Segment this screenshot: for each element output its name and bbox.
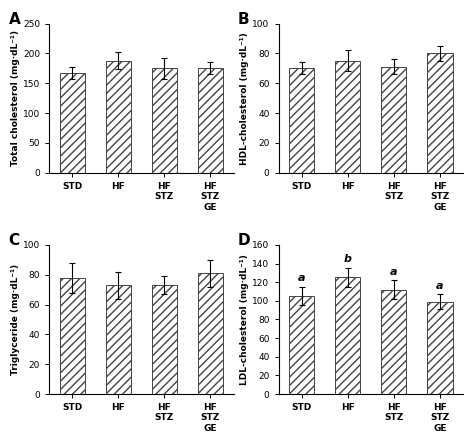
Y-axis label: LDL-cholesterol (mg·dL⁻¹): LDL-cholesterol (mg·dL⁻¹)	[240, 254, 249, 385]
Text: A: A	[9, 12, 20, 27]
Bar	[198, 68, 223, 173]
Y-axis label: HDL-cholesterol (mg·dL⁻¹): HDL-cholesterol (mg·dL⁻¹)	[240, 32, 249, 165]
Text: a: a	[298, 273, 305, 283]
Text: C: C	[9, 233, 20, 248]
Bar	[381, 289, 406, 394]
Text: D: D	[238, 233, 251, 248]
Text: B: B	[238, 12, 250, 27]
Bar	[152, 285, 177, 394]
Bar	[335, 61, 360, 173]
Bar	[289, 296, 314, 394]
Bar	[152, 68, 177, 173]
Bar	[60, 278, 85, 394]
Bar	[427, 53, 453, 173]
Bar	[106, 285, 131, 394]
Text: a: a	[436, 281, 444, 290]
Bar	[335, 278, 360, 394]
Bar	[106, 60, 131, 173]
Bar	[381, 67, 406, 173]
Bar	[289, 68, 314, 173]
Y-axis label: Total cholesterol (mg·dL⁻¹): Total cholesterol (mg·dL⁻¹)	[11, 30, 20, 166]
Text: a: a	[390, 266, 398, 277]
Bar	[427, 302, 453, 394]
Text: b: b	[344, 254, 352, 265]
Bar	[60, 73, 85, 173]
Bar	[198, 273, 223, 394]
Y-axis label: Triglyceride (mg·dL⁻¹): Triglyceride (mg·dL⁻¹)	[11, 264, 20, 375]
